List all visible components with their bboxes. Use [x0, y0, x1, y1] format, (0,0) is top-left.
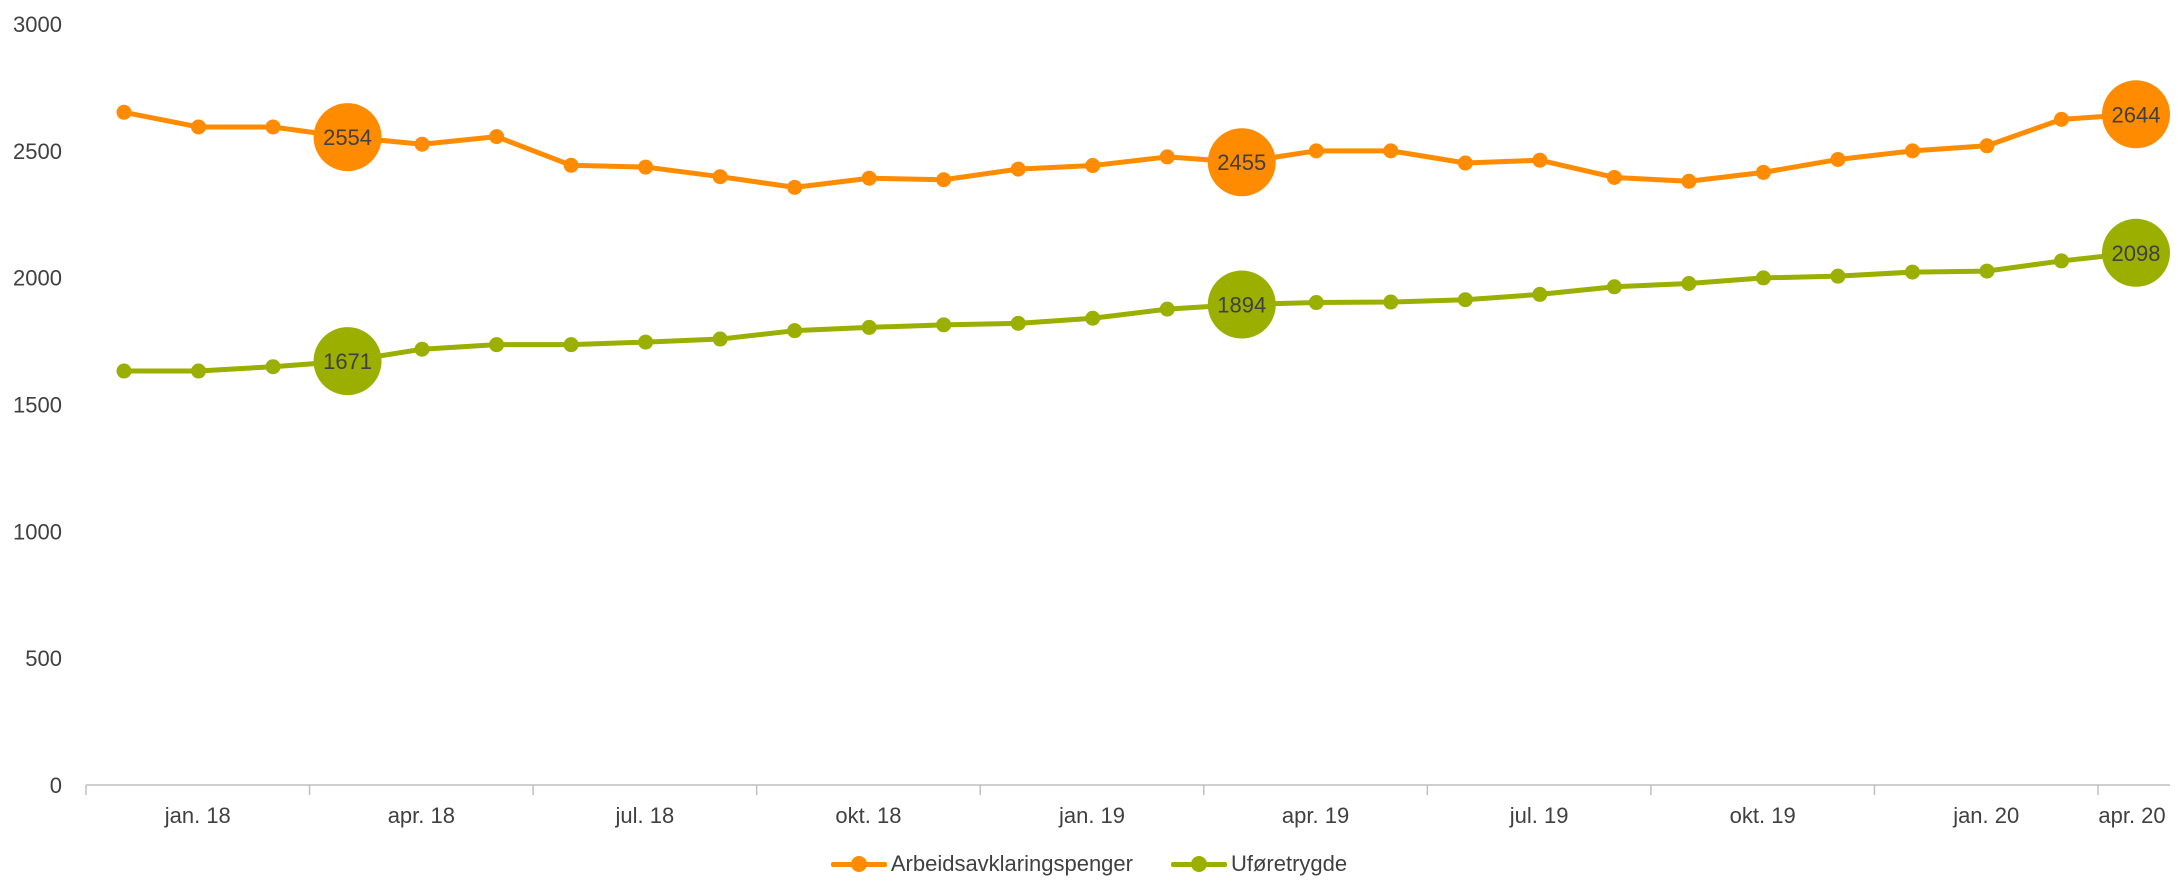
y-tick-label: 3000: [13, 12, 62, 37]
x-tick-label: apr. 19: [1282, 803, 1349, 828]
data-point[interactable]: [936, 172, 952, 188]
y-tick-label: 500: [25, 646, 62, 671]
legend-label: Uføretrygde: [1230, 851, 1348, 876]
series-line: [121, 109, 2139, 190]
data-label-bubble: [313, 327, 382, 396]
x-tick-label: okt. 18: [835, 803, 901, 828]
data-point[interactable]: [1681, 276, 1697, 292]
data-point[interactable]: [563, 157, 579, 173]
x-tick-label: okt. 19: [1730, 803, 1796, 828]
data-point[interactable]: [489, 129, 505, 145]
legend-swatch-green: [1170, 852, 1227, 876]
data-point[interactable]: [861, 170, 877, 186]
data-point[interactable]: [563, 337, 579, 353]
data-point[interactable]: [1681, 173, 1697, 189]
data-point[interactable]: [1830, 268, 1846, 284]
y-tick-label: 0: [50, 773, 62, 798]
data-point[interactable]: [1010, 161, 1026, 177]
data-label-bubble: [2102, 218, 2170, 287]
data-point[interactable]: [265, 119, 281, 135]
data-point[interactable]: [1308, 295, 1324, 311]
data-label: 2455: [1217, 150, 1266, 175]
data-point[interactable]: [1755, 164, 1771, 180]
data-point[interactable]: [191, 119, 207, 135]
data-label-bubble: [2102, 80, 2170, 149]
data-label: 2554: [323, 125, 372, 150]
data-point[interactable]: [712, 169, 728, 185]
data-point[interactable]: [1457, 155, 1473, 171]
data-point[interactable]: [1308, 143, 1324, 159]
data-point[interactable]: [1159, 301, 1175, 317]
data-point[interactable]: [191, 363, 207, 379]
data-point[interactable]: [787, 323, 803, 339]
data-label: 2644: [2112, 102, 2161, 127]
data-point[interactable]: [638, 159, 654, 175]
data-point[interactable]: [787, 179, 803, 195]
data-point[interactable]: [489, 337, 505, 353]
data-point[interactable]: [116, 104, 132, 120]
data-point[interactable]: [1904, 143, 1920, 159]
x-tick-label: jan. 19: [1058, 803, 1125, 828]
data-point[interactable]: [936, 317, 952, 333]
legend-label: Arbeidsavklaringspenger: [890, 851, 1133, 876]
data-label: 1671: [323, 349, 372, 374]
data-point[interactable]: [414, 136, 430, 152]
bubble-layer: 2554 2455 2644 1671 1894 2098: [313, 80, 2170, 396]
data-point[interactable]: [414, 341, 430, 357]
data-point[interactable]: [1830, 151, 1846, 167]
data-point[interactable]: [116, 363, 132, 379]
data-point[interactable]: [1606, 279, 1622, 295]
series-arbeidsavklaringspenger: [116, 104, 2144, 195]
x-tick-label: jan. 18: [164, 803, 231, 828]
data-point[interactable]: [1979, 263, 1995, 279]
data-point[interactable]: [1755, 270, 1771, 286]
data-point[interactable]: [1010, 315, 1026, 331]
series-line: [121, 250, 2139, 374]
legend-swatch-orange: [830, 852, 887, 876]
data-label-bubble: [1207, 270, 1276, 339]
y-tick-label: 1000: [13, 519, 62, 544]
data-point[interactable]: [1085, 310, 1101, 326]
data-label: 1894: [1217, 293, 1266, 318]
data-point[interactable]: [1532, 152, 1548, 168]
legend-item-arbeidsavklaringspenger[interactable]: Arbeidsavklaringspenger: [830, 851, 1133, 877]
data-point[interactable]: [638, 334, 654, 350]
data-point[interactable]: [1979, 138, 1995, 154]
x-tick-label: apr. 18: [388, 803, 455, 828]
data-point[interactable]: [1383, 143, 1399, 159]
data-point[interactable]: [712, 331, 728, 347]
y-tick-label: 2500: [13, 139, 62, 164]
legend: Arbeidsavklaringspenger Uføretrygde: [0, 846, 2178, 882]
y-tick-label: 1500: [13, 393, 62, 418]
data-label: 2098: [2112, 241, 2161, 266]
data-point[interactable]: [1085, 158, 1101, 174]
data-label-bubble: [1207, 128, 1276, 197]
series-layer: [116, 104, 2144, 379]
data-point[interactable]: [1532, 286, 1548, 302]
data-point[interactable]: [1904, 264, 1920, 280]
data-point[interactable]: [861, 319, 877, 335]
data-label-bubble: [313, 103, 382, 172]
x-tick-label: apr. 20: [2098, 803, 2165, 828]
data-point[interactable]: [2053, 253, 2069, 269]
data-point[interactable]: [1606, 169, 1622, 185]
series-uforetrygde: [116, 245, 2144, 379]
legend-dot: [850, 856, 867, 872]
y-axis: 0 500 1000 1500 2000 2500 3000: [13, 12, 62, 798]
legend-item-uforetrygde[interactable]: Uføretrygde: [1170, 851, 1348, 877]
x-tick-label: jul. 18: [615, 803, 675, 828]
x-axis: jan. 18 apr. 18 jul. 18 okt. 18 jan. 19 apr. …: [85, 784, 2170, 828]
data-point[interactable]: [1457, 292, 1473, 308]
x-tick-label: jan. 20: [1952, 803, 2019, 828]
data-point[interactable]: [1159, 149, 1175, 165]
legend-dot: [1190, 856, 1207, 872]
data-point[interactable]: [1383, 294, 1399, 310]
x-tick-label: jul. 19: [1509, 803, 1569, 828]
data-point[interactable]: [265, 359, 281, 375]
data-point[interactable]: [2053, 111, 2069, 127]
y-tick-label: 2000: [13, 266, 62, 291]
